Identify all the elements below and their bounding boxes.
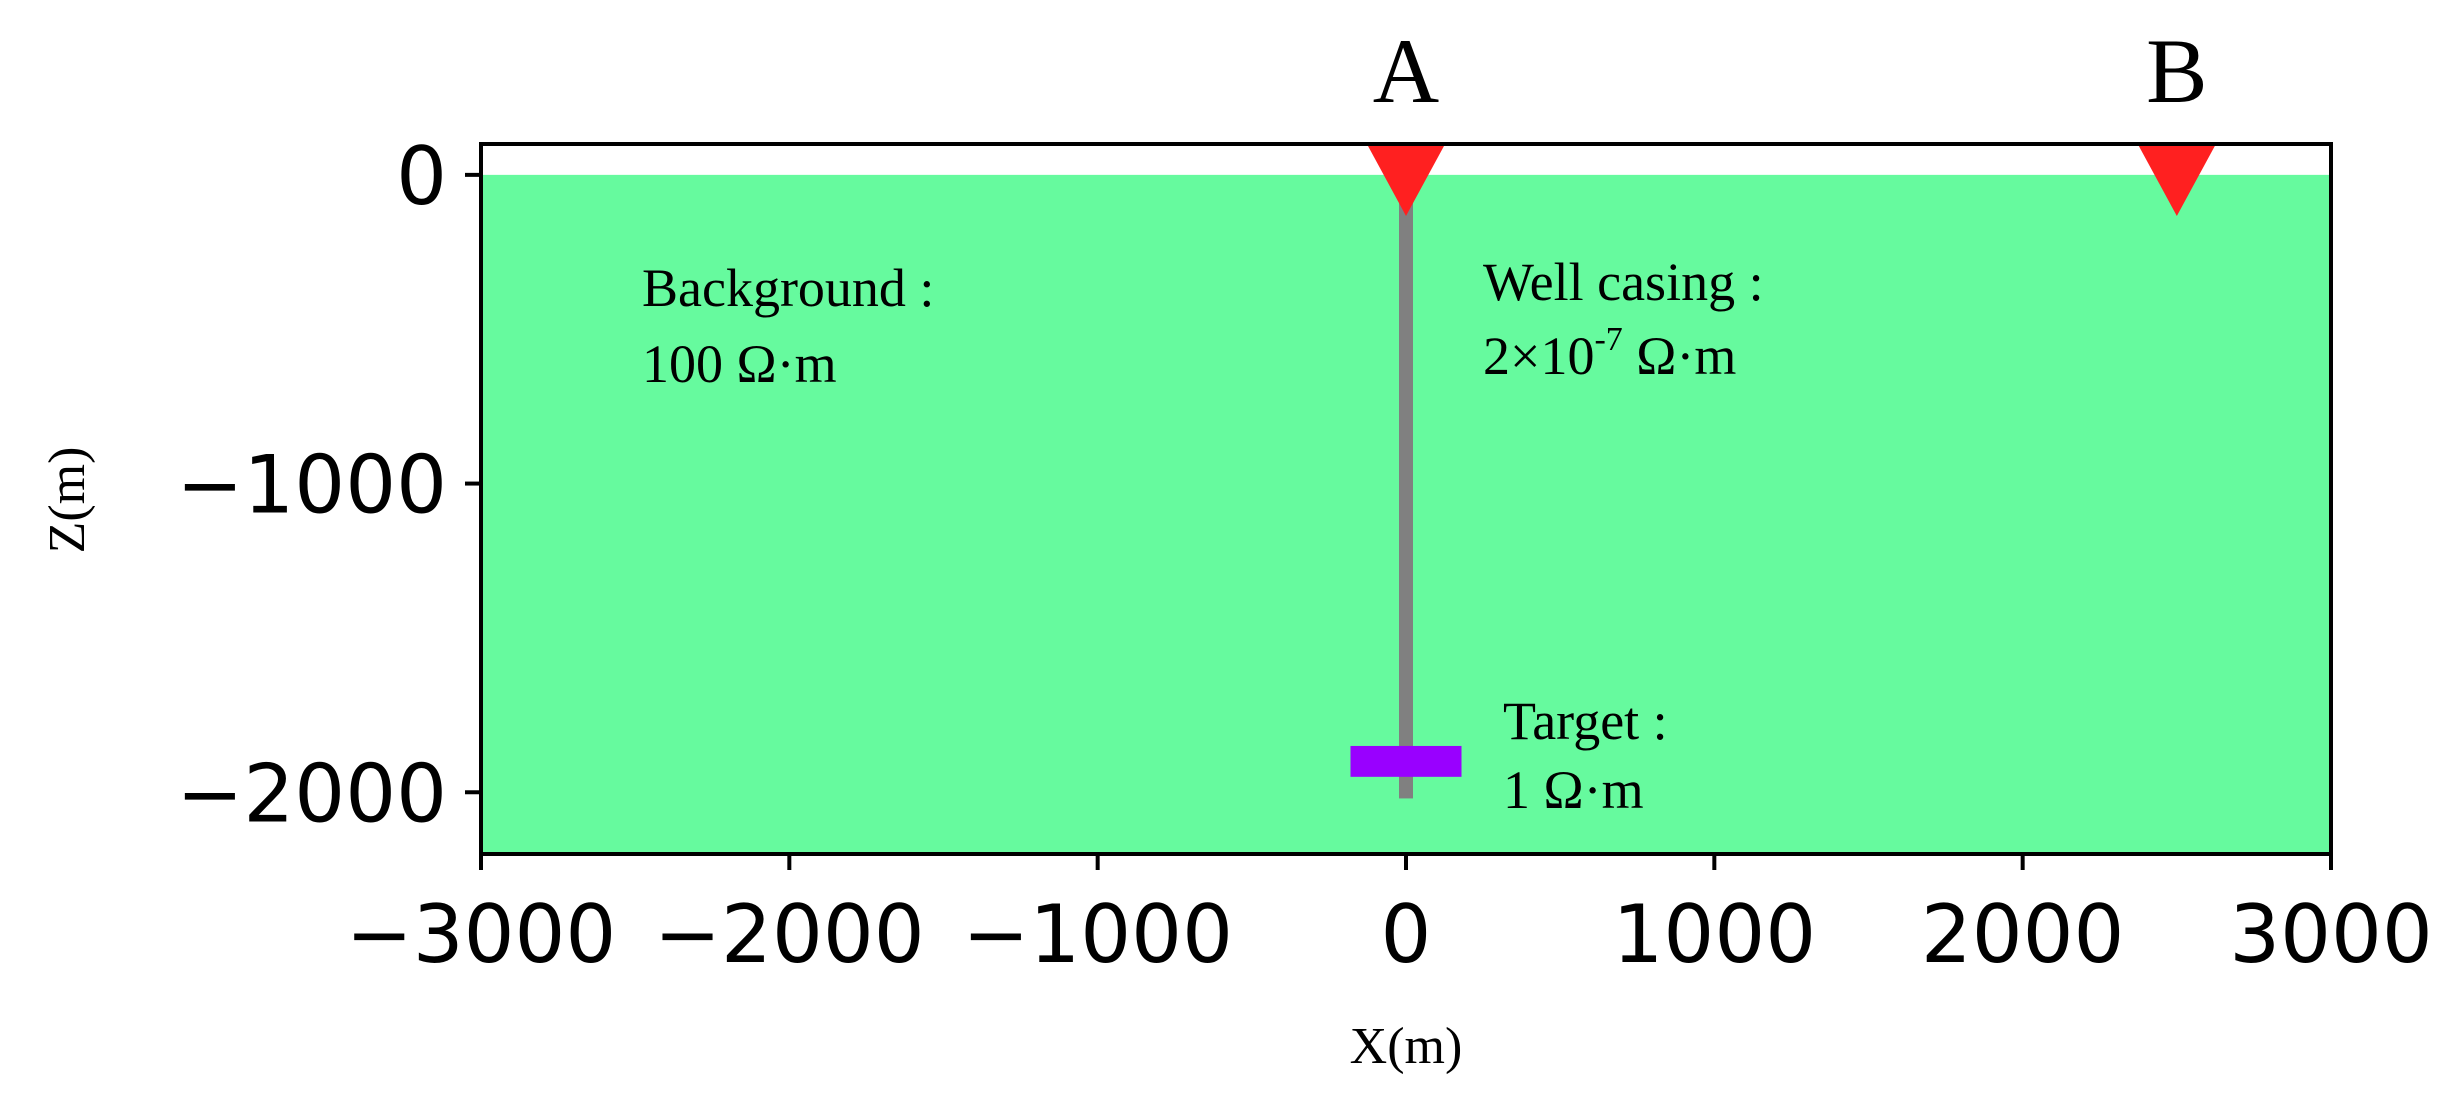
z-tick-label: −1000 <box>176 439 447 532</box>
x-tick-label: 1000 <box>1613 888 1817 981</box>
well-casing <box>1399 174 1413 799</box>
x-tick-label: −1000 <box>962 888 1233 981</box>
casing-annotation-name: Well casing : <box>1483 252 1764 312</box>
target-body <box>1350 745 1462 777</box>
z-tick-label: −2000 <box>176 747 447 840</box>
x-tick-label: −2000 <box>654 888 925 981</box>
target-annotation-value: 1 Ω·m <box>1503 760 1644 820</box>
z-tick-label: 0 <box>396 130 447 223</box>
x-tick-label: 0 <box>1381 888 1432 981</box>
electrode-a-marker <box>1368 146 1444 216</box>
z-axis-ticks: 0 −1000 −2000 <box>176 130 481 840</box>
electrode-a-label: A <box>1373 20 1439 122</box>
x-tick-label: −3000 <box>346 888 617 981</box>
x-axis-ticks: −3000 −2000 −1000 0 1000 2000 3000 <box>346 854 2433 981</box>
background-annotation-value: 100 Ω·m <box>642 334 837 394</box>
x-axis-title: X(m) <box>1350 1018 1463 1075</box>
background-annotation-name: Background : <box>642 258 934 318</box>
target-annotation-name: Target : <box>1503 691 1668 751</box>
z-axis-title: Z(m) <box>39 447 96 554</box>
electrode-b-label: B <box>2146 20 2207 122</box>
x-tick-label: 2000 <box>1921 888 2125 981</box>
electrode-b-marker <box>2138 146 2215 216</box>
x-tick-label: 3000 <box>2229 888 2433 981</box>
casing-annotation-value: 2×10-7 Ω·m <box>1483 321 1736 386</box>
